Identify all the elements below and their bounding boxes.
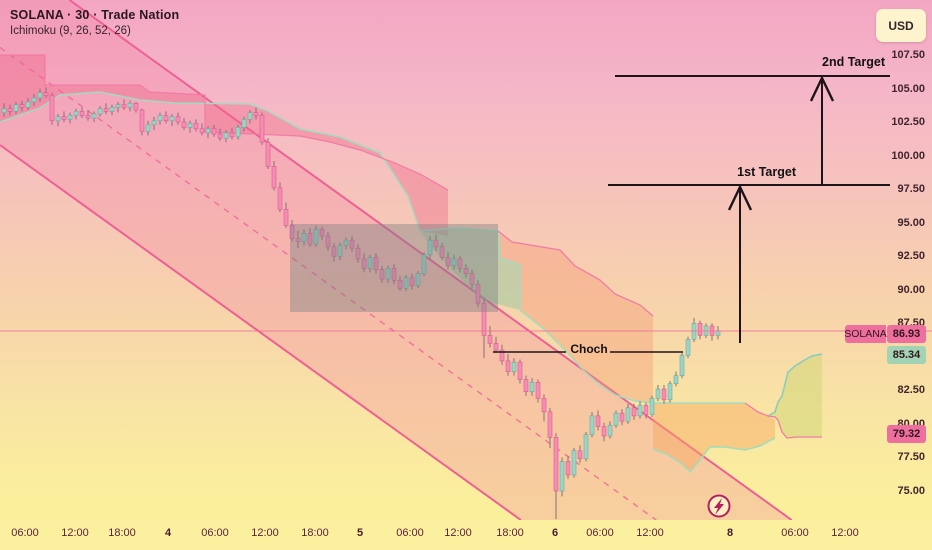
price-tick: 82.50	[897, 384, 925, 397]
date-tick: 4	[164, 527, 172, 539]
time-tick: 06:00	[11, 527, 39, 539]
date-tick: 8	[726, 527, 734, 539]
time-tick: 12:00	[251, 527, 279, 539]
lightning-bolt-glyph	[714, 498, 724, 515]
last-price-badge: 86.93	[887, 325, 926, 343]
price-tick: 97.50	[897, 183, 925, 196]
legend: SOLANA · 30 · Trade Nation Ichimoku (9, …	[10, 8, 179, 37]
price-tick: 90.00	[897, 283, 925, 296]
kumo-salmon-mid	[498, 231, 653, 403]
price-tick: 107.50	[891, 49, 925, 61]
indicator-title[interactable]: Ichimoku (9, 26, 52, 26)	[10, 25, 131, 37]
time-tick: 12:00	[444, 527, 472, 539]
second-target-label: 2nd Target	[822, 55, 885, 69]
channel-upper-line	[68, 0, 793, 520]
price-tick: 75.00	[897, 484, 925, 497]
lagging-price-badge: 79.32	[887, 425, 926, 443]
kumo-flat-orange	[653, 403, 775, 472]
second-target-line-arrowhead	[809, 75, 835, 102]
time-tick: 06:00	[396, 527, 424, 539]
time-tick: 12:00	[61, 527, 89, 539]
time-tick: 06:00	[586, 527, 614, 539]
channel-mid-dashed-line	[0, 46, 657, 520]
price-tick: 77.50	[897, 451, 925, 464]
time-tick: 12:00	[636, 527, 664, 539]
date-tick: 5	[356, 527, 364, 539]
date-tick: 6	[551, 527, 559, 539]
price-tick: 95.00	[897, 216, 925, 229]
kumo-bullish-mid	[420, 228, 520, 310]
ichimoku-line-3	[497, 230, 654, 317]
kumo-bullish-future	[768, 354, 822, 438]
chart-canvas[interactable]	[0, 0, 932, 520]
time-tick: 06:00	[201, 527, 229, 539]
symbol-title[interactable]: SOLANA · 30 · Trade Nation	[10, 8, 180, 22]
channel-lower-line	[0, 144, 522, 520]
price-tick: 100.00	[891, 149, 925, 162]
kijun-price-badge: 85.34	[887, 346, 926, 364]
ichimoku-line-5	[0, 54, 449, 191]
channel-fill	[0, 0, 792, 520]
first-target-label: 1st Target	[737, 165, 796, 179]
ichimoku-line-1	[652, 437, 776, 474]
time-tick: 18:00	[301, 527, 329, 539]
ichimoku-line-2	[767, 353, 823, 417]
ichimoku-line-0	[0, 91, 745, 404]
choch-label: Choch	[570, 342, 608, 356]
price-tick: 92.50	[897, 250, 925, 263]
currency-button[interactable]: USD	[876, 9, 926, 42]
time-tick: 12:00	[831, 527, 859, 539]
candlesticks	[1, 87, 721, 520]
first-target-line-arrowhead	[727, 184, 753, 211]
price-tick: 102.50	[891, 116, 925, 129]
ichimoku-line-4	[744, 402, 822, 439]
highlight-box	[290, 224, 498, 312]
time-tick: 18:00	[496, 527, 524, 539]
symbol-price-badge: SOLANA	[844, 325, 887, 343]
time-tick: 06:00	[781, 527, 809, 539]
time-axis[interactable]: 06:00 12:00 18:00 4 06:00 12:00 18:00 5 06:00 12:…	[0, 520, 932, 550]
time-tick: 18:00	[108, 527, 136, 539]
price-tick: 105.00	[891, 82, 925, 95]
